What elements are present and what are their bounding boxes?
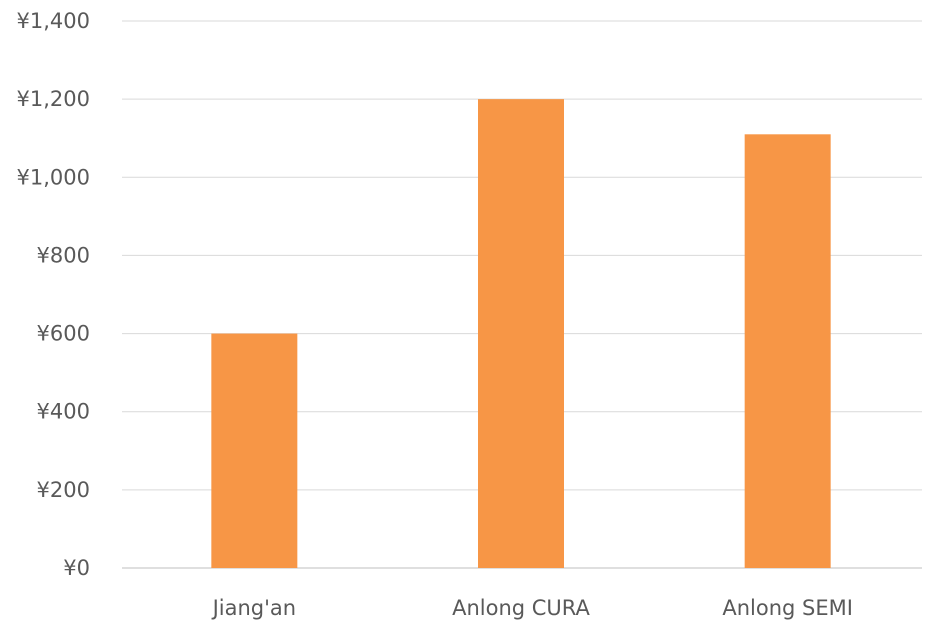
y-tick-label: ¥1,000 — [17, 165, 90, 189]
x-category-label: Anlong SEMI — [722, 596, 853, 620]
y-tick-label: ¥600 — [37, 322, 90, 346]
bar-anlong-cura — [478, 99, 564, 569]
y-tick-label: ¥0 — [63, 556, 90, 580]
y-axis-tick-labels: ¥0 ¥200 ¥400 ¥600 ¥800 ¥1,000 ¥1,200 ¥1,400 — [17, 9, 90, 580]
bar-jiang-an — [211, 333, 298, 568]
x-axis-category-labels: Jiang'an Anlong CURA Anlong SEMI — [211, 596, 853, 620]
y-tick-label: ¥1,200 — [17, 87, 90, 111]
x-category-label: Anlong CURA — [452, 596, 590, 620]
y-tick-label: ¥1,400 — [17, 9, 90, 33]
y-tick-label: ¥200 — [37, 478, 90, 502]
bars — [211, 99, 831, 569]
y-tick-label: ¥400 — [37, 400, 90, 424]
x-category-label: Jiang'an — [211, 596, 297, 620]
y-tick-label: ¥800 — [37, 243, 90, 267]
bar-anlong-semi — [744, 134, 831, 569]
